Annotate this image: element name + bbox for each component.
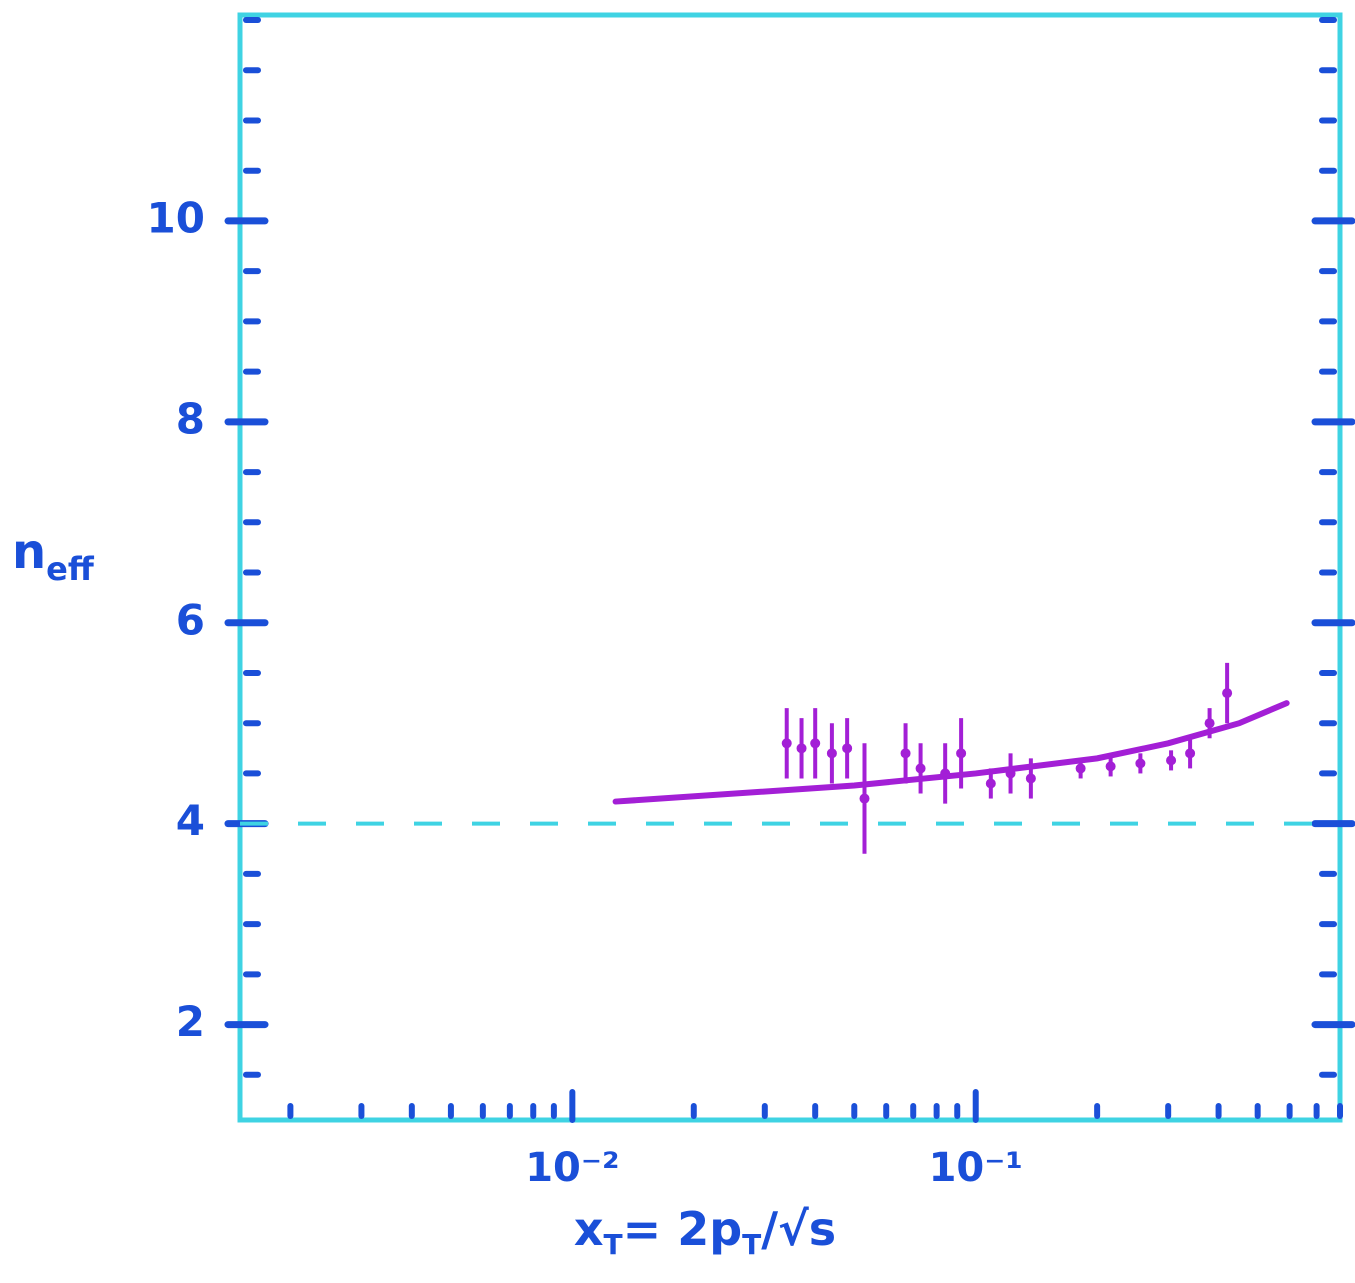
fit-line [612, 700, 1290, 805]
data-point [1075, 763, 1086, 774]
y-tick-label: 2 [176, 997, 205, 1046]
data-point [796, 743, 807, 754]
data-point [859, 793, 870, 804]
data-point [1025, 773, 1036, 784]
data-point [1166, 755, 1177, 766]
x-label-part: x [574, 1202, 604, 1256]
x-tick-label: 10⁻² [525, 1145, 619, 1191]
x-label-sub: T [604, 1228, 623, 1261]
x-label-sub: T [742, 1228, 761, 1261]
y-tick-label: 4 [176, 796, 205, 845]
data-point [810, 738, 821, 749]
data-point [900, 748, 911, 759]
y-axis-label: neff [12, 524, 95, 588]
x-label-part: /√s [761, 1202, 836, 1256]
data-point [985, 778, 996, 789]
y-label-part: n [12, 524, 46, 580]
data-point [1185, 748, 1196, 759]
data-point [956, 748, 967, 759]
data-point [842, 743, 853, 754]
data-point [826, 748, 837, 759]
y-label-sub: eff [46, 550, 95, 588]
x-label-part: = 2p [623, 1202, 743, 1256]
y-tick-label: 6 [176, 595, 205, 644]
data-point [915, 763, 926, 774]
data-point [1222, 688, 1233, 699]
data-point [1135, 758, 1146, 769]
plot-frame [237, 12, 1343, 1123]
x-tick-label: 10⁻¹ [929, 1145, 1023, 1191]
data-point [1105, 761, 1116, 772]
data-point [781, 738, 792, 749]
y-tick-label: 8 [176, 394, 205, 443]
x-axis-label: xT= 2pT/√s [574, 1202, 836, 1262]
data-point [1204, 718, 1215, 729]
y-tick-label: 10 [147, 193, 205, 242]
